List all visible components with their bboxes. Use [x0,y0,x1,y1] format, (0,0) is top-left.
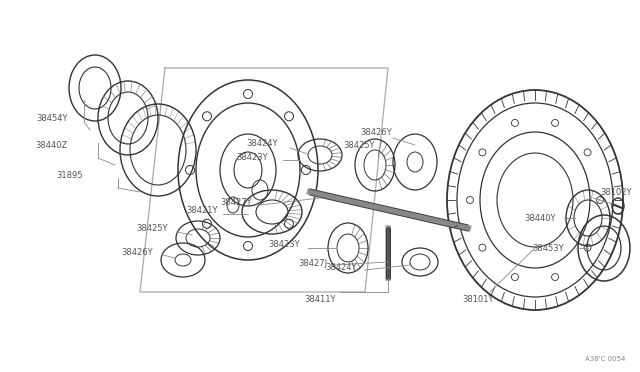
Text: 38423Y: 38423Y [268,240,300,248]
Text: 38440Z: 38440Z [36,141,68,150]
Text: 38426Y: 38426Y [360,128,392,137]
Text: 38424Y: 38424Y [246,138,278,148]
Text: 38454Y: 38454Y [36,113,68,122]
Text: 38423Y: 38423Y [236,153,268,161]
Text: 38427Y: 38427Y [220,198,252,206]
Text: A38'C 0054: A38'C 0054 [584,356,625,362]
Text: 38421Y: 38421Y [186,205,218,215]
Text: 38425Y: 38425Y [136,224,168,232]
Text: 38440Y: 38440Y [525,214,556,222]
Text: 38426Y: 38426Y [122,247,153,257]
Text: 38101Y: 38101Y [462,295,493,305]
Text: 38102Y: 38102Y [600,187,632,196]
Text: 38427J: 38427J [298,259,327,267]
Text: 31895: 31895 [56,170,83,180]
Text: 38425Y: 38425Y [344,141,375,150]
Text: 38453Y: 38453Y [532,244,564,253]
Text: 38424Y: 38424Y [326,263,357,273]
Text: 38411Y: 38411Y [304,295,336,305]
